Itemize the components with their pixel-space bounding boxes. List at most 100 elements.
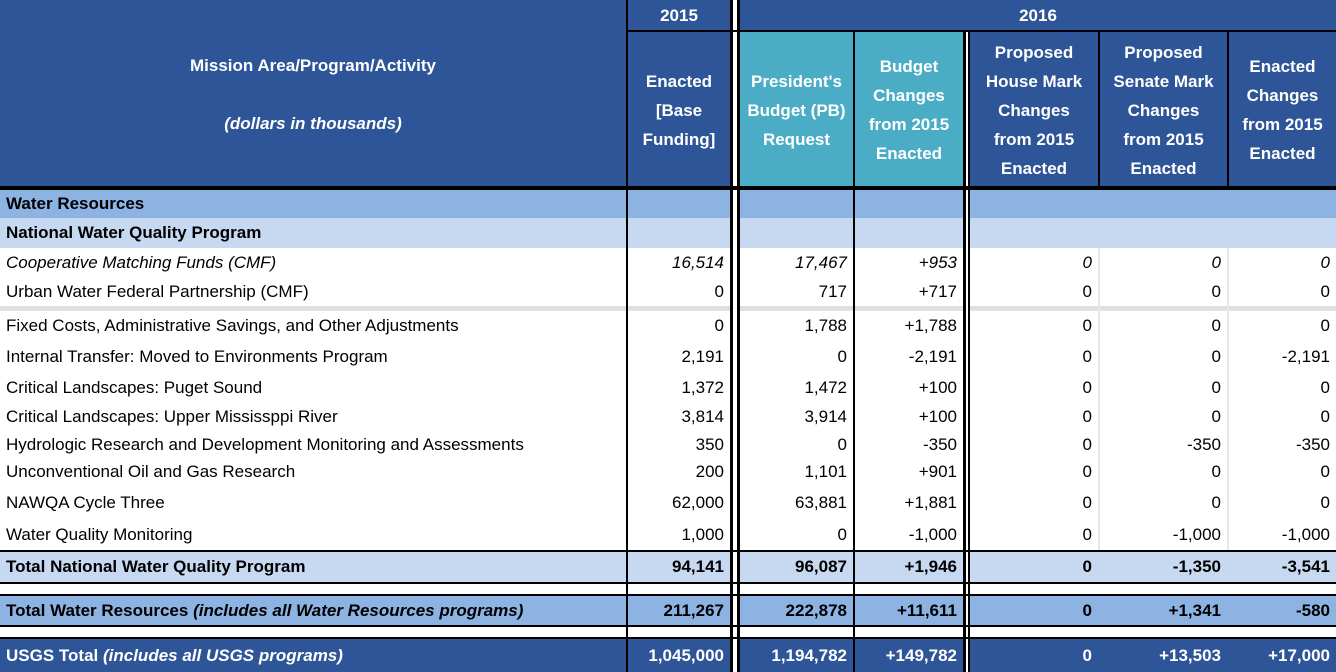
section-label: National Water Quality Program (6, 223, 262, 242)
cell-enacted-changes: 0 (1320, 407, 1330, 426)
cell-pb-request: 17,467 (795, 252, 847, 272)
cell-enacted-2015: 16,514 (672, 252, 724, 272)
col-header-line: Enacted (645, 71, 713, 91)
cell-pb-request: 96,087 (795, 557, 847, 576)
row-group-divider (0, 306, 1336, 311)
col-header-line: Enacted (1249, 144, 1316, 163)
grid-line (730, 0, 733, 672)
cell-house-mark: 0 (1082, 281, 1092, 301)
cell-budget-changes: +1,946 (904, 557, 957, 576)
table-row: Cooperative Matching Funds (CMF) 16,514 … (0, 248, 1336, 277)
col-header-line: Enacted (1130, 158, 1197, 178)
col-header-line: Proposed (994, 42, 1074, 62)
cell-senate-mark: 0 (1211, 377, 1221, 397)
grid-line (0, 594, 1336, 596)
cell-budget-changes: +1,881 (904, 492, 957, 512)
total-row-usgs: USGS Total (includes all USGS programs) … (0, 639, 1336, 672)
col-header-line: Enacted (1000, 158, 1068, 178)
cell-budget-changes: -350 (922, 434, 957, 454)
cell-senate-mark: -1,350 (1172, 557, 1221, 576)
grid-line (0, 186, 1336, 190)
cell-enacted-changes: -3,541 (1281, 557, 1330, 576)
col-header-line: Changes (1127, 100, 1200, 120)
col-header-line: Changes (998, 100, 1070, 120)
cell-pb-request: 63,881 (795, 492, 847, 512)
cell-house-mark: 0 (1082, 434, 1092, 454)
grid-line (968, 32, 970, 672)
row-label: Hydrologic Research and Development Moni… (6, 434, 524, 454)
grid-line (963, 32, 966, 672)
table-row: Unconventional Oil and Gas Research 200 … (0, 458, 1336, 486)
cell-enacted-2015: 0 (714, 281, 724, 301)
col-header-line: [Base (655, 100, 703, 120)
cell-budget-changes: +717 (918, 281, 957, 301)
section-row-nwqp: National Water Quality Program (0, 218, 1336, 248)
col-header-line: President's (751, 71, 842, 91)
table-row: Critical Landscapes: Upper Mississppi Ri… (0, 403, 1336, 431)
grid-line (0, 625, 1336, 627)
grid-line (966, 32, 968, 672)
row-label-group: Total Water Resources (includes all Wate… (0, 596, 626, 625)
spacer-row (0, 584, 1336, 596)
cell-house-mark: 0 (1082, 557, 1092, 576)
col-header-line: Senate Mark (1113, 71, 1214, 91)
cell-budget-changes: +100 (918, 407, 957, 426)
total-note: (includes all Water Resources programs) (193, 600, 524, 620)
cell-budget-changes: +11,611 (896, 600, 957, 620)
cell-house-mark: 0 (1082, 316, 1092, 335)
grid-line (1098, 248, 1100, 552)
cell-house-mark: 0 (1082, 492, 1092, 512)
row-label: Total National Water Quality Program (6, 557, 306, 576)
table-row: Critical Landscapes: Puget Sound 1,372 1… (0, 372, 1336, 403)
year-2015-label: 2015 (660, 5, 698, 25)
cell-senate-mark: 0 (1211, 281, 1221, 301)
cell-house-mark: 0 (1082, 377, 1092, 397)
col-header-line: Proposed (1124, 42, 1203, 62)
col-header-house-mark: Proposed House Mark Changes from 2015 En… (970, 32, 1098, 188)
cell-enacted-changes: 0 (1320, 492, 1330, 512)
cell-budget-changes: -1,000 (908, 524, 957, 544)
cell-senate-mark: -350 (1186, 434, 1221, 454)
cell-enacted-changes: -580 (1295, 600, 1330, 620)
col-header-line: from 2015 (868, 115, 950, 134)
cell-senate-mark: 0 (1211, 346, 1221, 366)
cell-senate-mark: 0 (1211, 252, 1221, 272)
year-2016-label: 2016 (1019, 5, 1057, 25)
col-header-pb-request: President's Budget (PB) Request (740, 32, 853, 188)
cell-enacted-2015: 1,000 (681, 524, 724, 544)
col-header-line: from 2015 (993, 129, 1075, 149)
cell-house-mark: 0 (1082, 346, 1092, 366)
cell-house-mark: 0 (1082, 645, 1092, 665)
grid-line (628, 30, 1336, 32)
grid-line (733, 0, 737, 672)
row-label: Fixed Costs, Administrative Savings, and… (6, 316, 459, 335)
section-label: Water Resources (6, 194, 145, 213)
cell-pb-request: 1,101 (804, 462, 847, 481)
col-header-line: Budget (PB) (747, 100, 846, 120)
spacer-row (0, 627, 1336, 639)
cell-budget-changes: +953 (918, 252, 957, 272)
cell-enacted-2015: 211,267 (663, 600, 724, 620)
header-mission-area: Mission Area/Program/Activity (dollars i… (0, 0, 626, 188)
total-label: Total Water Resources (6, 600, 189, 620)
row-label: Water Quality Monitoring (6, 524, 193, 544)
grid-line (626, 0, 628, 672)
total-row-nwqp: Total National Water Quality Program 94,… (0, 552, 1336, 582)
row-label: Urban Water Federal Partnership (CMF) (6, 281, 309, 301)
col-header-line: Budget (879, 57, 939, 76)
cell-house-mark: 0 (1082, 407, 1092, 426)
col-header-enacted-2015: Enacted [Base Funding] (628, 32, 730, 188)
col-header-enacted-changes: Enacted Changes from 2015 Enacted (1229, 32, 1336, 188)
cell-enacted-changes: 0 (1320, 377, 1330, 397)
table-row: Urban Water Federal Partnership (CMF) 0 … (0, 277, 1336, 306)
col-header-line: House Mark (985, 71, 1083, 91)
cell-budget-changes: +901 (918, 462, 957, 481)
mission-area-subtitle: (dollars in thousands) (224, 113, 402, 133)
cell-pb-request: 0 (837, 346, 847, 366)
grid-line (737, 0, 740, 672)
table-row: Hydrologic Research and Development Moni… (0, 431, 1336, 458)
cell-senate-mark: 0 (1211, 462, 1221, 481)
row-label: Unconventional Oil and Gas Research (6, 462, 296, 481)
grid-line (1227, 32, 1229, 188)
col-header-line: from 2015 (1123, 129, 1204, 149)
